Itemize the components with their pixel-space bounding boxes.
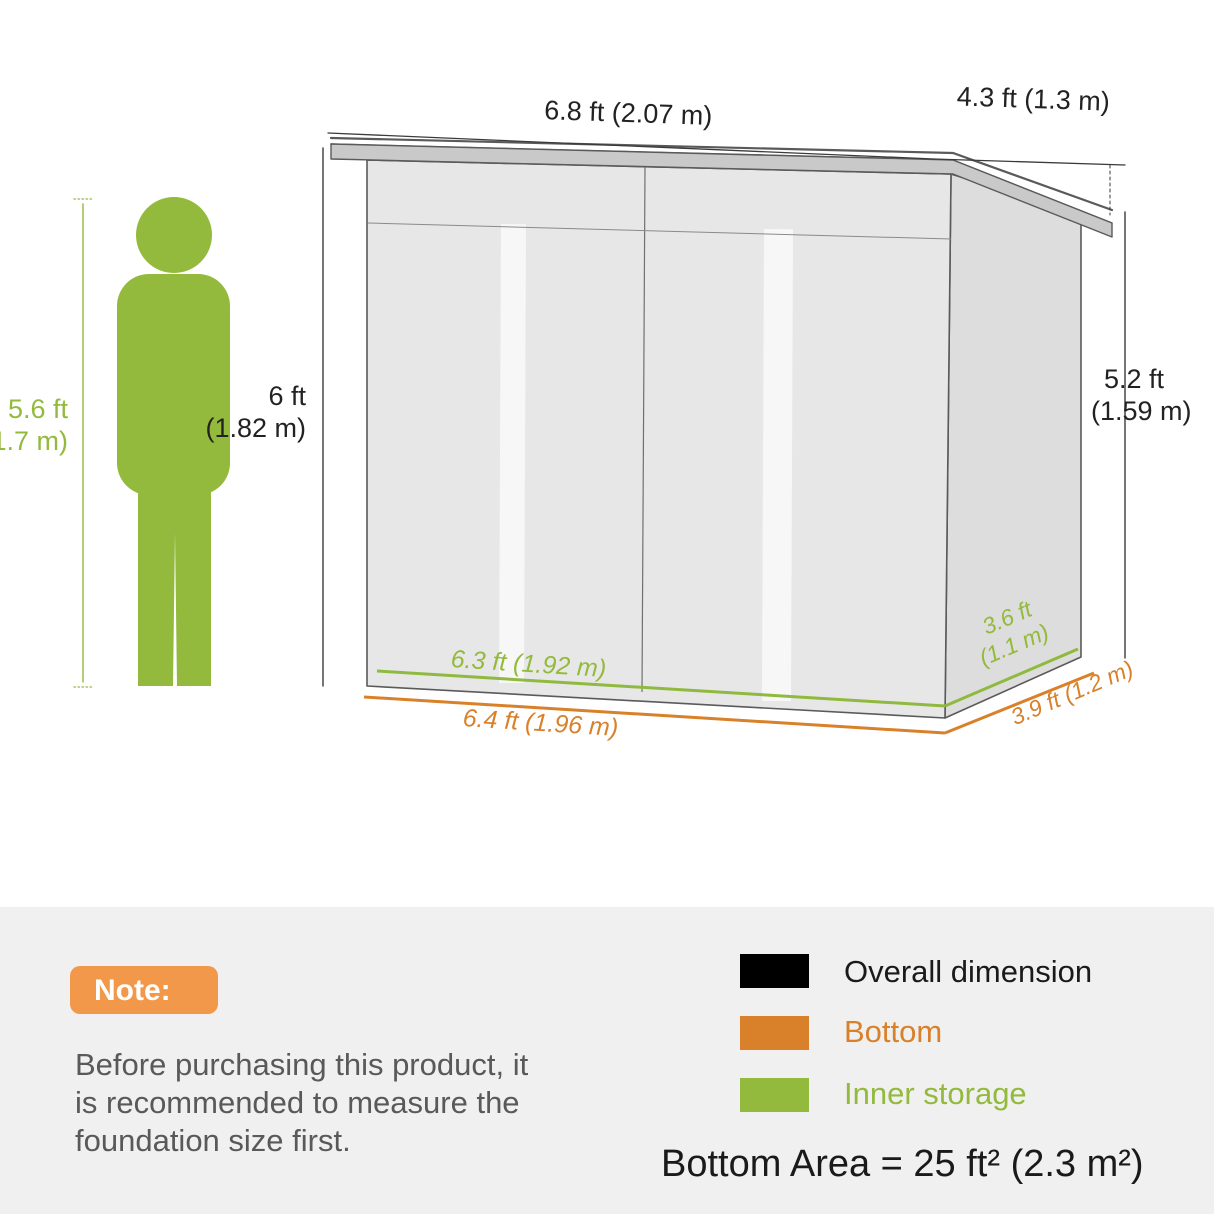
svg-text:Bottom Area = 25 ft² (2.3 m²): Bottom Area = 25 ft² (2.3 m²) <box>661 1143 1144 1185</box>
svg-text:(1.82 m): (1.82 m) <box>205 413 306 443</box>
svg-text:6.4 ft (1.96 m): 6.4 ft (1.96 m) <box>462 704 619 742</box>
svg-text:Overall dimension: Overall dimension <box>844 954 1092 989</box>
svg-text:6 ft: 6 ft <box>268 381 306 411</box>
svg-text:5.6 ft: 5.6 ft <box>8 394 69 424</box>
svg-text:Bottom: Bottom <box>844 1014 942 1049</box>
svg-text:Note:: Note: <box>94 974 171 1007</box>
svg-text:Inner storage: Inner storage <box>844 1076 1027 1111</box>
svg-text:(1.59 m): (1.59 m) <box>1091 396 1192 426</box>
svg-text:5.2 ft: 5.2 ft <box>1104 364 1165 394</box>
svg-text:6.8 ft (2.07 m): 6.8 ft (2.07 m) <box>544 95 713 131</box>
svg-text:(1.7 m): (1.7 m) <box>0 426 68 456</box>
svg-text:4.3 ft (1.3 m): 4.3 ft (1.3 m) <box>956 81 1110 116</box>
